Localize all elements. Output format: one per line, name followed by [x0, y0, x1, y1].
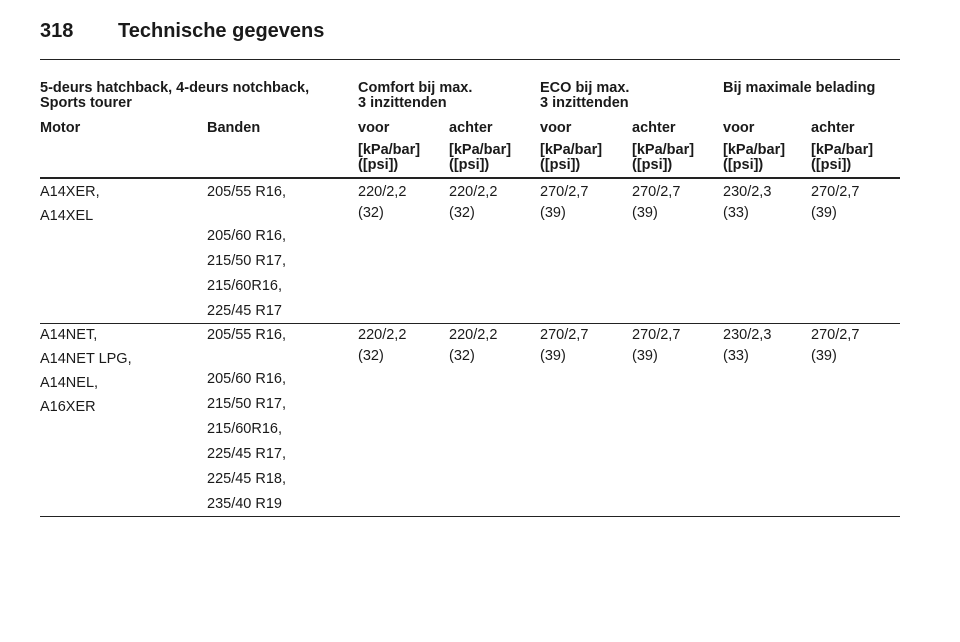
column-header: achter: [449, 120, 493, 136]
tyre: 205/55 R16,: [207, 327, 287, 343]
column-header: voor: [540, 120, 572, 136]
column-header: voor: [723, 120, 755, 136]
pressure: (32): [449, 205, 475, 221]
pressure: 270/2,7: [632, 184, 681, 200]
pressure: 270/2,7: [540, 184, 589, 200]
engine: A16XER: [40, 399, 96, 415]
unit-label: [kPa/bar]: [449, 142, 512, 158]
column-header: voor: [358, 120, 390, 136]
unit-label: [kPa/bar]: [811, 142, 874, 158]
pressure: (39): [811, 348, 837, 364]
tyre: 205/60 R16,: [207, 228, 287, 244]
unit-label: ([psi]): [449, 157, 490, 173]
tyre: 225/45 R17: [207, 303, 282, 319]
column-header: achter: [632, 120, 676, 136]
page-number: 318: [40, 20, 74, 42]
column-header: Motor: [40, 120, 81, 136]
pressure: 270/2,7: [632, 327, 681, 343]
pressure: 270/2,7: [540, 327, 589, 343]
unit-label: ([psi]): [540, 157, 581, 173]
pressure: (32): [358, 205, 384, 221]
tyre: 225/45 R18,: [207, 471, 287, 487]
unit-label: ([psi]): [811, 157, 852, 173]
pressure: (39): [632, 348, 658, 364]
tyre: 225/45 R17,: [207, 446, 287, 462]
pressure: (39): [540, 205, 566, 221]
pressure: (39): [540, 348, 566, 364]
unit-label: ([psi]): [358, 157, 399, 173]
group-header: 3 inzittenden: [540, 95, 629, 111]
pressure: (33): [723, 205, 749, 221]
unit-label: ([psi]): [632, 157, 673, 173]
unit-label: [kPa/bar]: [632, 142, 695, 158]
group-header: Sports tourer: [40, 95, 132, 111]
group-header: ECO bij max.: [540, 80, 630, 96]
pressure: 220/2,2: [358, 184, 407, 200]
pressure: 220/2,2: [449, 327, 498, 343]
tyre: 215/50 R17,: [207, 396, 287, 412]
tyre: 205/60 R16,: [207, 371, 287, 387]
row-rule: [40, 323, 900, 324]
pressure: (32): [449, 348, 475, 364]
pressure: (39): [632, 205, 658, 221]
group-header: Bij maximale belading: [723, 80, 876, 96]
tyre: 215/60R16,: [207, 278, 282, 294]
engine: A14NET,: [40, 327, 98, 343]
column-header: Banden: [207, 120, 261, 136]
page-title: Technische gegevens: [118, 20, 325, 42]
unit-label: [kPa/bar]: [723, 142, 786, 158]
engine: A14XER,: [40, 184, 100, 200]
table-head-rule: [40, 177, 900, 179]
pressure: 230/2,3: [723, 327, 772, 343]
group-header: Comfort bij max.: [358, 80, 473, 96]
tyre: 215/60R16,: [207, 421, 282, 437]
pressure: (32): [358, 348, 384, 364]
unit-label: [kPa/bar]: [540, 142, 603, 158]
unit-label: ([psi]): [723, 157, 764, 173]
tyre: 205/55 R16,: [207, 184, 287, 200]
pressure: (33): [723, 348, 749, 364]
row-rule: [40, 516, 900, 517]
group-header: 5-deurs hatchback, 4-deurs notchback,: [40, 80, 310, 96]
pressure: 220/2,2: [449, 184, 498, 200]
pressure: 220/2,2: [358, 327, 407, 343]
pressure: 270/2,7: [811, 327, 860, 343]
tyre: 215/50 R17,: [207, 253, 287, 269]
header-rule: [40, 59, 900, 60]
group-header: 3 inzittenden: [358, 95, 447, 111]
tyre: 235/40 R19: [207, 496, 282, 512]
pressure: 230/2,3: [723, 184, 772, 200]
pressure: (39): [811, 205, 837, 221]
pressure: 270/2,7: [811, 184, 860, 200]
engine: A14NET LPG,: [40, 351, 132, 367]
engine: A14NEL,: [40, 375, 99, 391]
engine: A14XEL: [40, 208, 94, 224]
column-header: achter: [811, 120, 855, 136]
unit-label: [kPa/bar]: [358, 142, 421, 158]
